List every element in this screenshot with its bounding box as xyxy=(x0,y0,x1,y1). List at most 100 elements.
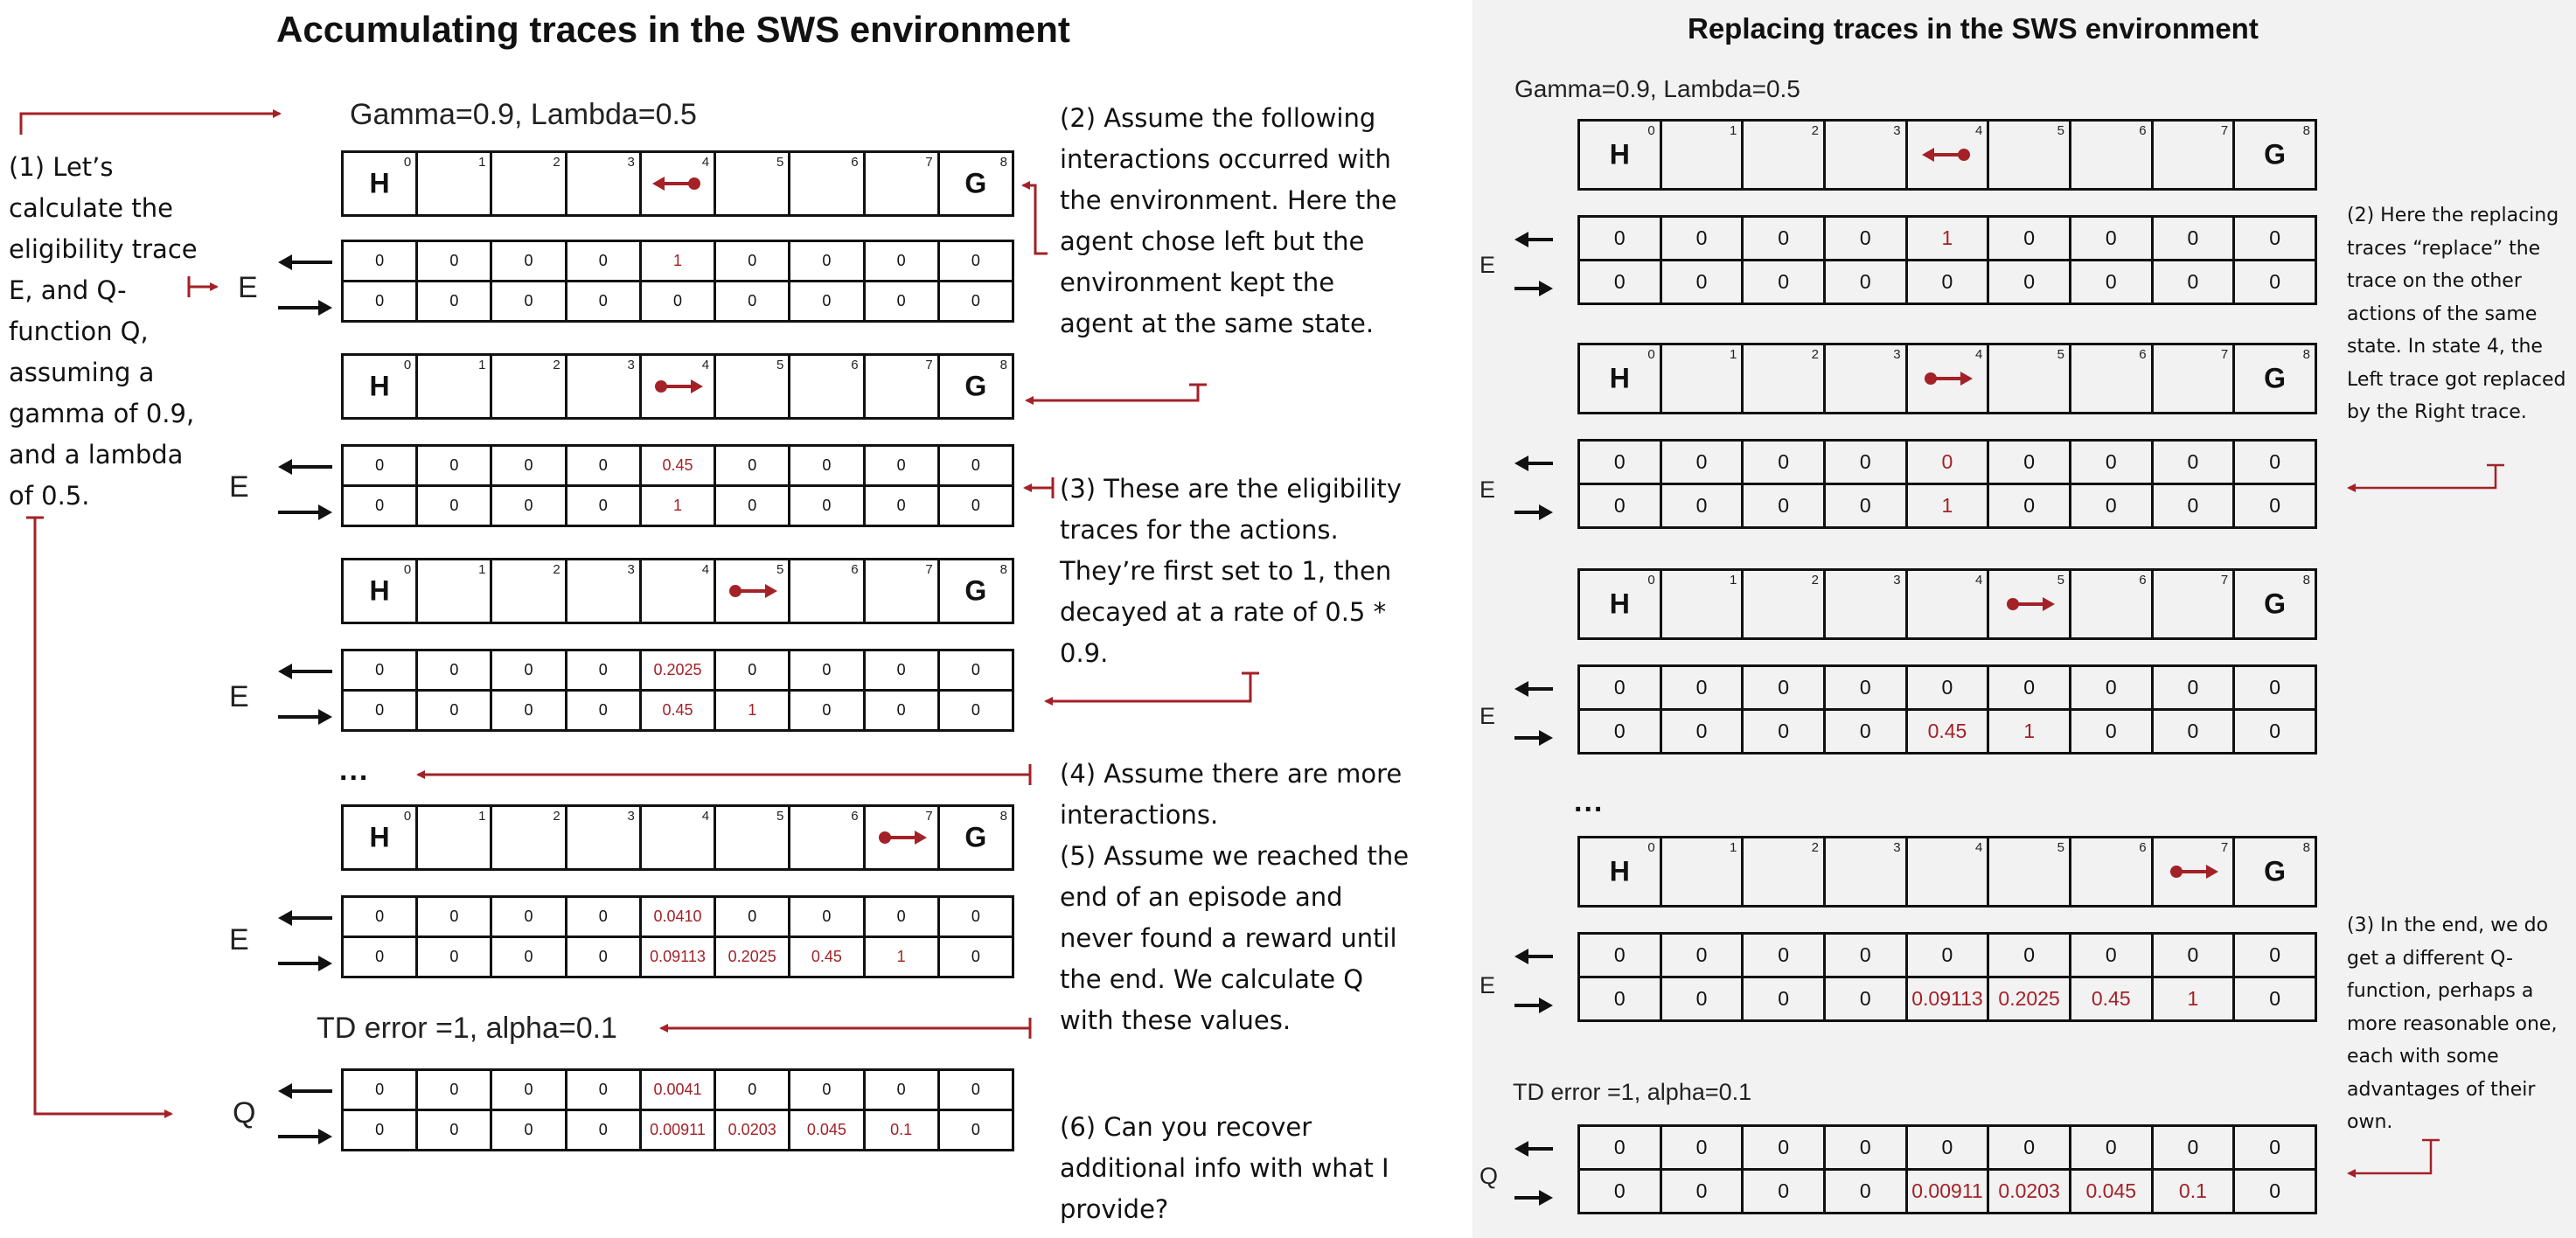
agent-right-action-icon xyxy=(2006,597,2055,611)
e-label-2: E xyxy=(229,470,249,504)
sws-cell: 1 xyxy=(415,353,493,420)
note-6: (6) Can you recover additional info with… xyxy=(1060,1112,1389,1224)
state-index: 1 xyxy=(1729,123,1737,138)
state-index: 1 xyxy=(1729,347,1737,362)
trace-cell: 0 xyxy=(714,240,791,282)
trace-cell: 0 xyxy=(415,649,493,692)
trace-cell: 0.45 xyxy=(638,444,717,487)
sws-cell: 1 xyxy=(1659,119,1744,191)
trace-cell: 0 xyxy=(340,689,419,732)
agent-left-action-icon xyxy=(651,177,700,191)
state-index: 2 xyxy=(1811,573,1819,588)
trace-cell: 0 xyxy=(1741,439,1826,485)
trace-cell: 0 xyxy=(714,895,791,938)
trace-cell: 0.09113 xyxy=(638,935,717,978)
trace-row-right: 0 0 0 0 0.00911 0.0203 0.045 0.1 0 xyxy=(1577,1168,2317,1214)
trace-cell: 0 xyxy=(2150,1124,2236,1171)
sws-cell: 3 xyxy=(1822,568,1908,640)
connector-note4-to-ellipsis xyxy=(416,764,1032,785)
trace-cell: 0 xyxy=(1741,976,1826,1022)
trace-cell: 0 xyxy=(1822,932,1908,978)
state-index: 3 xyxy=(1893,347,1901,362)
trace-cell: 0 xyxy=(2232,976,2317,1022)
state-index: 1 xyxy=(1729,840,1737,855)
trace-cell: 0 xyxy=(1577,215,1662,261)
state-index: 8 xyxy=(2302,573,2310,588)
hole-cell-label: H xyxy=(369,370,390,402)
note-4: (4) Assume there are more interactions. xyxy=(1060,759,1403,830)
sws-cell: 3 xyxy=(1822,119,1908,191)
left-e1-left-arrow-icon xyxy=(278,254,332,270)
trace-cell: 0 xyxy=(788,240,866,282)
goal-cell-label: G xyxy=(2264,138,2287,170)
state-index: 8 xyxy=(999,562,1007,577)
trace-cell: 0 xyxy=(2232,708,2317,755)
trace-cell: 0 xyxy=(1987,439,2071,485)
trace-cell: 0 xyxy=(2150,932,2236,978)
sws-cell: 6 xyxy=(788,804,866,871)
right-e-label-3: E xyxy=(1479,703,1496,729)
trace-cell: 0 xyxy=(1741,483,1826,529)
trace-cell: 0 xyxy=(564,1068,642,1111)
sws-cell: 3 xyxy=(1822,343,1908,414)
trace-row-left: 0 0 0 0 0.0041 0 0 0 0 xyxy=(340,1068,1015,1111)
sws-cell: 3 xyxy=(564,150,642,217)
trace-cell: 0 xyxy=(1659,932,1744,978)
connector-note2-to-step2 xyxy=(1025,383,1207,405)
left-gamma-lambda: Gamma=0.9, Lambda=0.5 xyxy=(350,98,697,131)
state-index: 0 xyxy=(403,358,412,372)
trace-cell: 0 xyxy=(788,895,866,938)
state-index: 4 xyxy=(701,155,710,170)
sws-cell: 1 xyxy=(415,558,493,624)
state-index: 6 xyxy=(2139,347,2147,362)
state-index: 8 xyxy=(2302,123,2310,138)
left-q-left-arrow-icon xyxy=(278,1083,332,1099)
trace-cell: 0.1 xyxy=(862,1109,940,1151)
trace-cell: 0 xyxy=(2232,439,2317,485)
left-e3-left-arrow-icon xyxy=(278,664,332,679)
state-index: 1 xyxy=(1729,573,1737,588)
trace-cell: 0 xyxy=(490,444,567,487)
trace-cell: 1 xyxy=(1904,215,1990,261)
state-index: 0 xyxy=(1647,840,1655,855)
trace-cell: 0 xyxy=(936,240,1015,282)
trace-cell: 0 xyxy=(2150,439,2236,485)
trace-row-right: 0 0 0 0 0.09113 0.2025 0.45 1 0 xyxy=(340,935,1015,978)
sws-cell: 7 xyxy=(2150,568,2236,640)
trace-cell: 0.045 xyxy=(2068,1168,2154,1214)
trace-cell: 0 xyxy=(1904,1124,1990,1171)
trace-cell: 0 xyxy=(1741,708,1826,755)
trace-cell: 0 xyxy=(1577,439,1662,485)
trace-cell: 0 xyxy=(1904,932,1990,978)
trace-cell: 0 xyxy=(862,444,940,487)
trace-cell: 0 xyxy=(1822,215,1908,261)
state-index: 8 xyxy=(999,358,1007,372)
trace-cell: 1 xyxy=(638,240,717,282)
sws-cell: 5 xyxy=(714,804,791,871)
right-td-alpha: TD error =1, alpha=0.1 xyxy=(1513,1079,1752,1105)
trace-cell: 0 xyxy=(415,280,493,323)
trace-cell: 0 xyxy=(862,240,940,282)
note-1: (1) Let’s calculate the eligibility trac… xyxy=(9,152,198,511)
sws-cell: 1 xyxy=(415,804,493,871)
sws-cell: 7 xyxy=(862,353,940,420)
state-index: 4 xyxy=(1974,840,1983,855)
trace-cell: 0 xyxy=(340,1068,419,1111)
trace-cell: 0 xyxy=(564,240,642,282)
trace-cell: 0 xyxy=(1904,664,1990,711)
sws-cell: 4 xyxy=(1904,568,1990,640)
